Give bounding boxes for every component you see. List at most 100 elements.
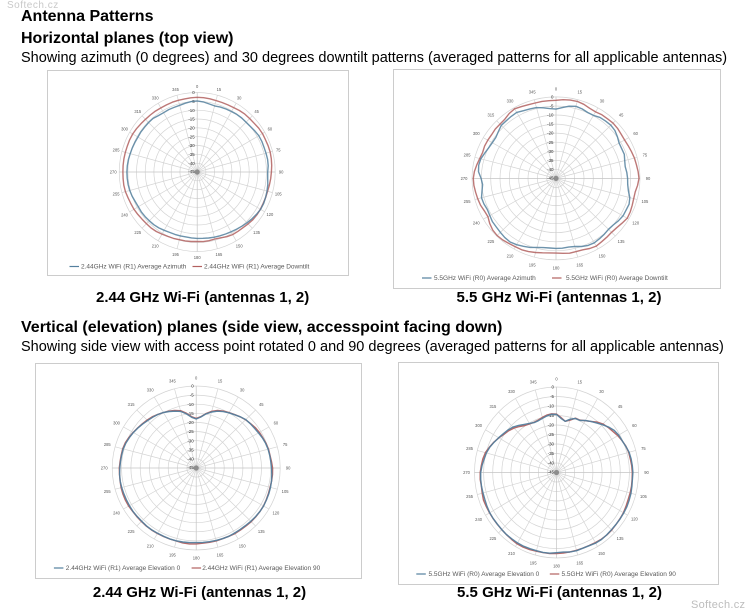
- svg-text:75: 75: [283, 442, 288, 447]
- svg-text:180: 180: [193, 556, 201, 561]
- svg-text:255: 255: [466, 494, 474, 499]
- svg-text:315: 315: [127, 402, 135, 407]
- svg-text:225: 225: [487, 239, 495, 244]
- svg-text:270: 270: [461, 176, 469, 181]
- svg-text:180: 180: [553, 564, 561, 569]
- svg-text:225: 225: [134, 230, 142, 235]
- svg-text:285: 285: [113, 147, 121, 152]
- svg-text:0: 0: [555, 86, 558, 91]
- svg-text:150: 150: [599, 253, 607, 258]
- svg-text:-15: -15: [187, 411, 194, 416]
- svg-text:75: 75: [276, 147, 281, 152]
- svg-text:60: 60: [632, 423, 637, 428]
- svg-text:2.44GHz WiFi (R1) Average Elev: 2.44GHz WiFi (R1) Average Elevation 0: [66, 565, 181, 572]
- svg-text:-45: -45: [187, 465, 194, 470]
- svg-text:90: 90: [286, 466, 291, 471]
- svg-text:105: 105: [275, 191, 283, 196]
- svg-text:0: 0: [192, 90, 195, 95]
- svg-text:-25: -25: [547, 140, 554, 145]
- svg-text:-5: -5: [550, 394, 554, 399]
- svg-text:60: 60: [273, 421, 278, 426]
- svg-text:-20: -20: [547, 423, 554, 428]
- svg-text:270: 270: [463, 470, 471, 475]
- svg-text:105: 105: [641, 199, 649, 204]
- svg-text:120: 120: [266, 212, 274, 217]
- svg-text:5.5GHz WiFi (R0) Average Azimu: 5.5GHz WiFi (R0) Average Azimuth: [434, 275, 536, 282]
- svg-text:255: 255: [104, 489, 112, 494]
- svg-text:-30: -30: [187, 438, 194, 443]
- svg-text:-35: -35: [188, 151, 195, 156]
- svg-text:15: 15: [218, 379, 223, 384]
- svg-text:0: 0: [191, 384, 194, 389]
- svg-text:120: 120: [632, 221, 640, 226]
- svg-text:165: 165: [215, 252, 223, 257]
- svg-text:165: 165: [576, 560, 584, 565]
- svg-text:330: 330: [507, 98, 515, 103]
- svg-text:210: 210: [507, 253, 515, 258]
- svg-text:0: 0: [551, 95, 554, 100]
- svg-text:-10: -10: [187, 402, 194, 407]
- svg-text:150: 150: [236, 243, 244, 248]
- svg-text:285: 285: [464, 153, 472, 158]
- svg-text:0: 0: [555, 377, 558, 382]
- svg-text:300: 300: [113, 421, 121, 426]
- svg-text:15: 15: [578, 89, 583, 94]
- svg-text:5.5GHz WiFi (R0) Average Downt: 5.5GHz WiFi (R0) Average Downtilt: [566, 275, 668, 282]
- svg-text:5.5GHz WiFi (R0) Average Eleva: 5.5GHz WiFi (R0) Average Elevation 90: [561, 571, 676, 578]
- svg-text:-10: -10: [188, 107, 195, 112]
- svg-text:30: 30: [240, 388, 245, 393]
- svg-text:-20: -20: [547, 131, 554, 136]
- svg-text:-20: -20: [188, 125, 195, 130]
- svg-text:90: 90: [279, 169, 284, 174]
- svg-text:30: 30: [600, 98, 605, 103]
- svg-text:315: 315: [489, 404, 497, 409]
- svg-text:-15: -15: [547, 413, 554, 418]
- svg-text:-15: -15: [547, 122, 554, 127]
- svg-text:-40: -40: [547, 461, 554, 466]
- svg-text:135: 135: [253, 230, 261, 235]
- svg-text:-35: -35: [187, 447, 194, 452]
- svg-text:150: 150: [598, 551, 606, 556]
- svg-text:330: 330: [508, 389, 516, 394]
- svg-text:225: 225: [489, 536, 497, 541]
- svg-text:75: 75: [643, 153, 648, 158]
- svg-text:345: 345: [172, 86, 180, 91]
- svg-text:-25: -25: [547, 432, 554, 437]
- svg-text:255: 255: [113, 191, 121, 196]
- svg-text:30: 30: [599, 389, 604, 394]
- svg-text:210: 210: [152, 243, 160, 248]
- svg-text:0: 0: [195, 376, 198, 381]
- svg-text:45: 45: [259, 402, 264, 407]
- svg-text:180: 180: [194, 255, 202, 260]
- svg-text:135: 135: [616, 536, 624, 541]
- svg-text:285: 285: [104, 442, 112, 447]
- svg-text:-40: -40: [188, 160, 195, 165]
- svg-text:15: 15: [217, 86, 222, 91]
- svg-text:45: 45: [254, 109, 259, 114]
- svg-text:-15: -15: [188, 116, 195, 121]
- svg-text:315: 315: [134, 109, 142, 114]
- svg-text:270: 270: [101, 466, 109, 471]
- svg-text:120: 120: [272, 511, 280, 516]
- svg-text:-10: -10: [547, 404, 554, 409]
- svg-text:195: 195: [172, 252, 180, 257]
- svg-text:300: 300: [473, 131, 481, 136]
- svg-text:150: 150: [239, 543, 247, 548]
- svg-text:195: 195: [529, 560, 537, 565]
- svg-text:135: 135: [258, 529, 266, 534]
- svg-text:75: 75: [641, 446, 646, 451]
- svg-text:45: 45: [619, 113, 624, 118]
- svg-text:-5: -5: [190, 393, 194, 398]
- svg-text:165: 165: [576, 262, 584, 267]
- svg-text:330: 330: [152, 95, 160, 100]
- svg-text:180: 180: [553, 265, 561, 270]
- svg-text:-25: -25: [188, 134, 195, 139]
- svg-text:240: 240: [473, 221, 481, 226]
- svg-text:195: 195: [529, 262, 537, 267]
- svg-text:-35: -35: [547, 158, 554, 163]
- svg-text:345: 345: [529, 89, 537, 94]
- svg-text:0: 0: [551, 385, 554, 390]
- svg-text:30: 30: [237, 95, 242, 100]
- svg-text:165: 165: [216, 552, 224, 557]
- svg-text:345: 345: [529, 380, 537, 385]
